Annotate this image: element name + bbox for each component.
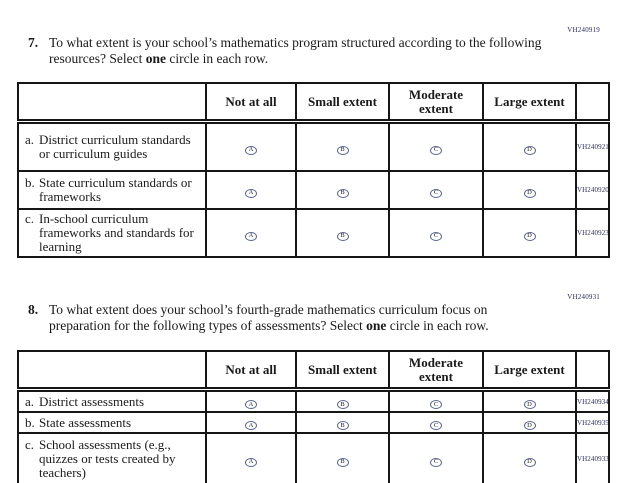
option-circle-d[interactable]: D bbox=[523, 400, 536, 410]
question8-response-table: Not at all Small extent Moderate extent … bbox=[17, 350, 610, 483]
option-circle-d[interactable]: D bbox=[523, 145, 536, 155]
option-circle-b[interactable]: B bbox=[336, 421, 349, 431]
row-label: b. State assessments bbox=[17, 411, 207, 434]
question7-response-table: Not at all Small extent Moderate extent … bbox=[17, 82, 610, 258]
option-circle-a[interactable]: A bbox=[245, 421, 257, 431]
row-accession-code: VH240920 bbox=[575, 170, 610, 210]
option-circle-d[interactable]: D bbox=[523, 231, 536, 241]
column-header-small-extent: Small extent bbox=[295, 350, 390, 392]
header-row: Not at all Small extent Moderate extent … bbox=[17, 350, 610, 392]
column-header-small-extent: Small extent bbox=[295, 82, 390, 124]
option-circle-a[interactable]: A bbox=[245, 145, 257, 155]
column-header-not-at-all: Not at all bbox=[205, 350, 297, 392]
option-circle-d[interactable]: D bbox=[523, 188, 536, 198]
option-circle-c[interactable]: C bbox=[430, 400, 442, 410]
empty-header-cell bbox=[575, 82, 610, 124]
column-header-moderate-extent: Moderate extent bbox=[388, 82, 484, 124]
option-circle-c[interactable]: C bbox=[430, 231, 442, 241]
table-row: b. State assessments A B C D VH240935 bbox=[17, 411, 610, 434]
row-accession-code: VH240921 bbox=[575, 120, 610, 172]
row-accession-code: VH240935 bbox=[575, 411, 610, 434]
empty-header-cell bbox=[17, 82, 207, 124]
option-circle-b[interactable]: B bbox=[336, 400, 349, 410]
column-header-large-extent: Large extent bbox=[482, 350, 577, 392]
table-row: a. District curriculum standards or curri… bbox=[17, 120, 610, 172]
row-label: a. District curriculum standards or curri… bbox=[17, 120, 207, 172]
option-circle-c[interactable]: C bbox=[430, 421, 442, 431]
option-circle-a[interactable]: A bbox=[245, 231, 257, 241]
option-circle-c[interactable]: C bbox=[430, 457, 442, 467]
question7-text: 7. To what extent is your school’s mathem… bbox=[28, 35, 542, 66]
row-accession-code: VH240933 bbox=[575, 432, 610, 483]
table-row: a. District assessments A B C D VH240934 bbox=[17, 388, 610, 413]
column-header-large-extent: Large extent bbox=[482, 82, 577, 124]
row-accession-code: VH240923 bbox=[575, 208, 610, 258]
option-circle-b[interactable]: B bbox=[336, 145, 349, 155]
option-circle-d[interactable]: D bbox=[523, 457, 536, 467]
option-circle-b[interactable]: B bbox=[336, 231, 349, 241]
question8-accession-code: VH240931 bbox=[567, 293, 600, 301]
row-label: c. In-school curriculum frameworks and st… bbox=[17, 208, 207, 258]
option-circle-b[interactable]: B bbox=[336, 188, 349, 198]
row-label: b. State curriculum standards or framewor… bbox=[17, 170, 207, 210]
table-row: b. State curriculum standards or framewor… bbox=[17, 170, 610, 210]
column-header-moderate-extent: Moderate extent bbox=[388, 350, 484, 392]
empty-header-cell bbox=[17, 350, 207, 392]
option-circle-c[interactable]: C bbox=[430, 145, 442, 155]
option-circle-c[interactable]: C bbox=[430, 188, 442, 198]
question7-accession-code: VH240919 bbox=[567, 26, 600, 34]
question8-text: 8. To what extent does your school’s four… bbox=[28, 302, 489, 333]
option-circle-a[interactable]: A bbox=[245, 400, 257, 410]
row-label: a. District assessments bbox=[17, 388, 207, 413]
column-header-not-at-all: Not at all bbox=[205, 82, 297, 124]
header-row: Not at all Small extent Moderate extent … bbox=[17, 82, 610, 124]
bold-word: one bbox=[145, 51, 166, 66]
question7-number: 7. bbox=[28, 35, 39, 50]
option-circle-d[interactable]: D bbox=[523, 421, 536, 431]
option-circle-a[interactable]: A bbox=[245, 188, 257, 198]
question8-number: 8. bbox=[28, 302, 39, 317]
row-label: c. School assessments (e.g., quizzes or t… bbox=[17, 432, 207, 483]
option-circle-b[interactable]: B bbox=[336, 457, 349, 467]
bold-word: one bbox=[366, 318, 387, 333]
table-row: c. School assessments (e.g., quizzes or t… bbox=[17, 432, 610, 483]
row-accession-code: VH240934 bbox=[575, 388, 610, 413]
table-row: c. In-school curriculum frameworks and st… bbox=[17, 208, 610, 258]
empty-header-cell bbox=[575, 350, 610, 392]
option-circle-a[interactable]: A bbox=[245, 457, 257, 467]
